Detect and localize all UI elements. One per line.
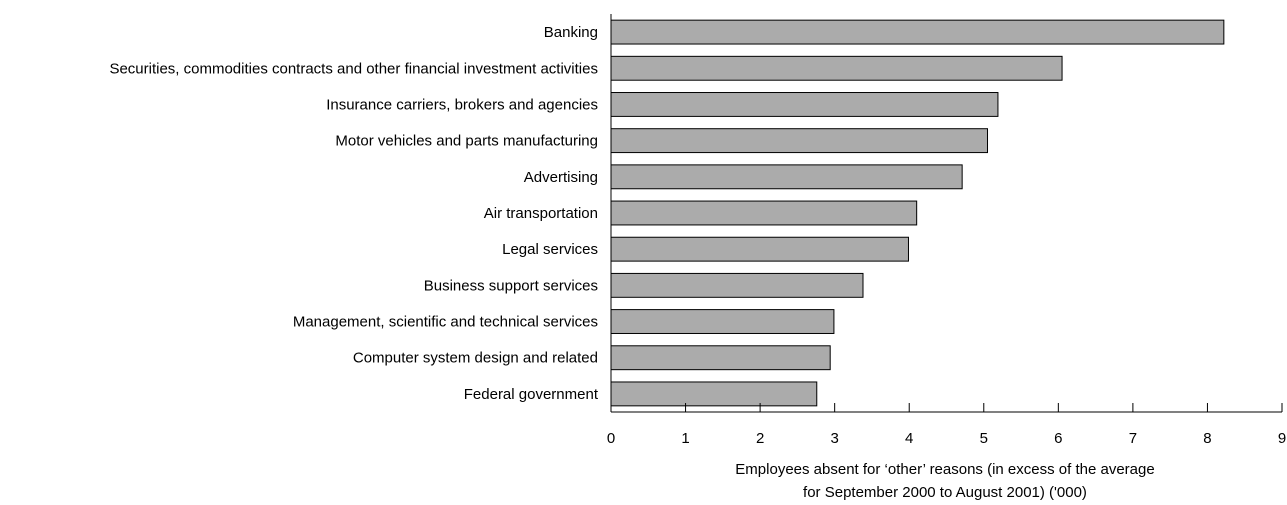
category-label: Air transportation <box>484 205 598 222</box>
category-label: Banking <box>544 24 598 41</box>
category-label: Securities, commodities contracts and ot… <box>109 60 598 77</box>
x-axis-title-line-1: Employees absent for ‘other’ reasons (in… <box>735 461 1154 478</box>
x-tick-label: 3 <box>830 430 838 447</box>
x-tick-label: 8 <box>1203 430 1211 447</box>
category-label: Advertising <box>524 169 598 186</box>
bar <box>610 19 1225 45</box>
category-label: Business support services <box>424 277 598 294</box>
bar <box>610 345 831 371</box>
bar <box>610 164 963 190</box>
bar <box>610 236 909 262</box>
bar <box>610 92 999 117</box>
bar <box>610 128 989 154</box>
category-label: Legal services <box>502 241 598 258</box>
category-label: Computer system design and related <box>353 350 598 367</box>
category-label: Motor vehicles and parts manufacturing <box>335 133 598 150</box>
category-label: Insurance carriers, brokers and agencies <box>326 96 598 113</box>
x-tick-label: 1 <box>681 430 689 447</box>
x-axis-title-line-2: for September 2000 to August 2001) ('000… <box>803 484 1087 501</box>
bar <box>610 55 1063 81</box>
x-tick-label: 6 <box>1054 430 1062 447</box>
x-tick-label: 9 <box>1278 430 1286 447</box>
x-tick-label: 0 <box>607 430 615 447</box>
category-label: Federal government <box>464 386 599 403</box>
x-tick-label: 2 <box>756 430 764 447</box>
x-tick-label: 5 <box>980 430 988 447</box>
bar <box>610 381 818 407</box>
bar <box>610 272 864 298</box>
category-labels-group: Banking Securities, commodities contracts… <box>109 24 598 403</box>
bars-group <box>610 19 1225 407</box>
axes-group <box>610 14 1282 413</box>
x-tick-label: 4 <box>905 430 913 447</box>
x-ticks-group: 0 1 2 3 4 5 6 7 8 9 <box>607 403 1286 447</box>
bar <box>610 200 918 226</box>
category-label: Management, scientific and technical ser… <box>293 314 598 331</box>
x-tick-label: 7 <box>1129 430 1137 447</box>
bar <box>610 309 835 334</box>
